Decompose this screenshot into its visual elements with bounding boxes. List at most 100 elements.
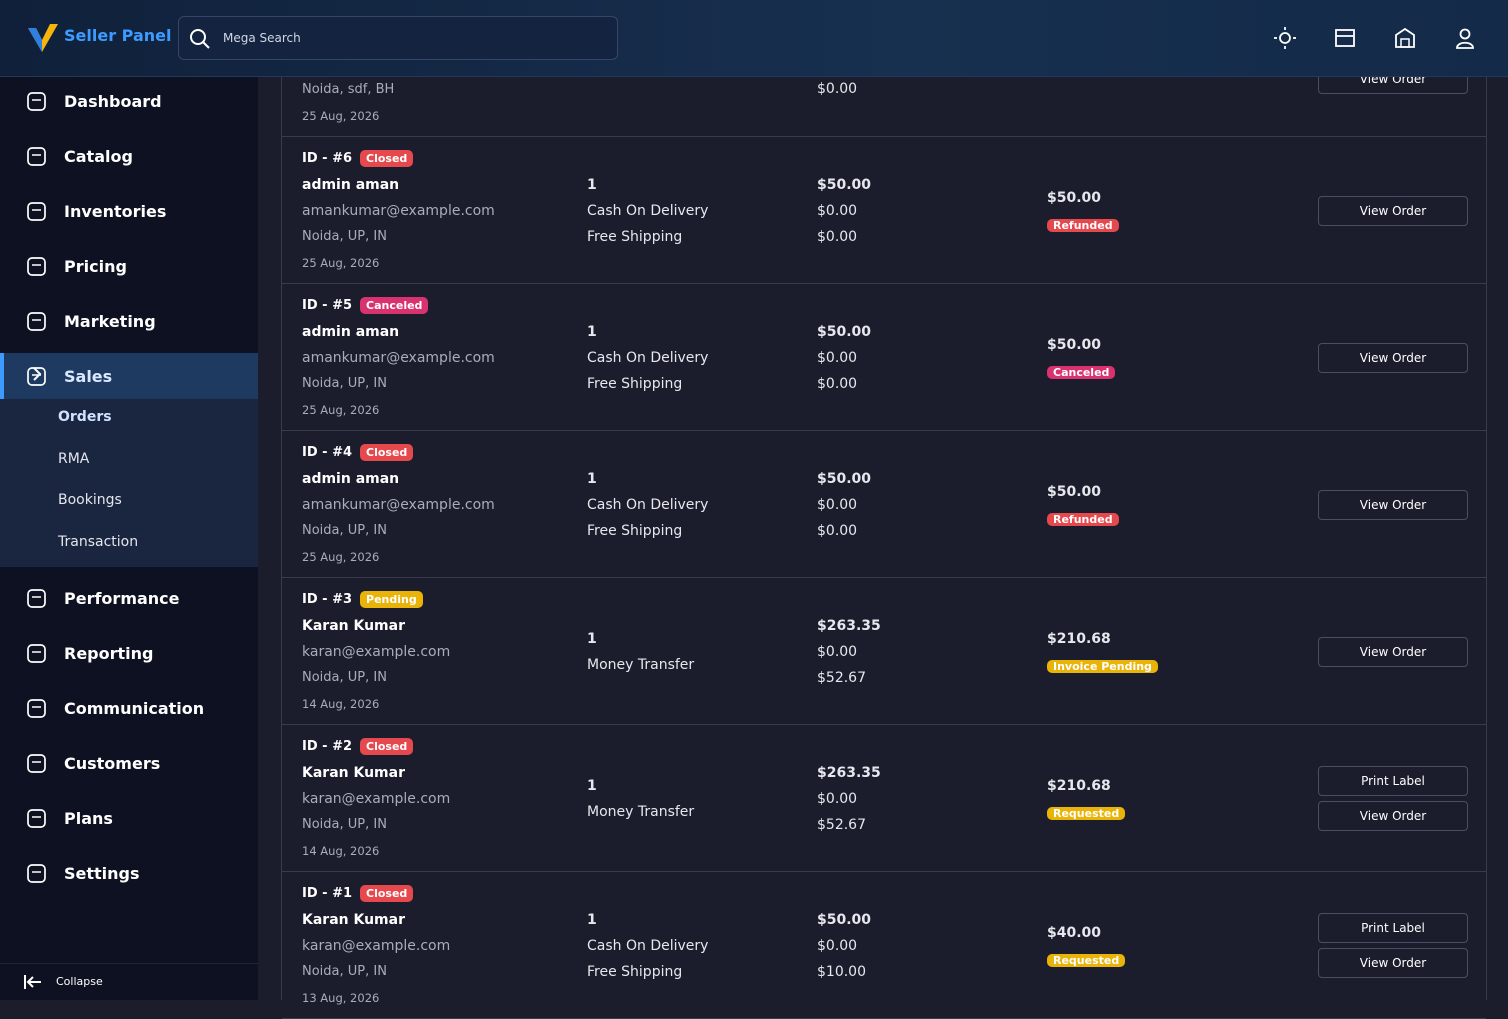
totals: $210.68 Requested <box>1047 725 1297 872</box>
amount: $50.00 <box>817 176 872 193</box>
submenu-item[interactable]: RMA <box>58 450 90 467</box>
amount: $0.00 <box>817 375 858 392</box>
status-badge: Closed <box>360 444 414 461</box>
action-button[interactable]: View Order <box>1318 948 1468 978</box>
nav-icon <box>27 699 46 718</box>
nav-item[interactable]: Customers <box>0 740 258 786</box>
order-row: ID - #4 Closed admin aman amankumar@example… <box>282 431 1486 578</box>
amount: $0.00 <box>817 202 858 219</box>
nav-item[interactable]: Inventories <box>0 188 258 234</box>
action-button[interactable]: View Order <box>1318 342 1468 373</box>
customer-name: admin aman <box>302 176 400 193</box>
status-badge: Pending <box>360 591 423 608</box>
customer-location: Noida, sdf, BH <box>302 82 395 97</box>
payment-status-badge: Requested <box>1047 953 1126 967</box>
amount: $10.00 <box>817 963 866 980</box>
nav-label: Pricing <box>64 256 127 276</box>
theme-toggle[interactable] <box>1274 27 1296 49</box>
action-button[interactable]: View Order <box>1318 489 1468 520</box>
nav-item[interactable]: Settings <box>0 850 258 896</box>
top-bar: Seller Panel Mega Search <box>0 0 1508 77</box>
amount: $0.00 <box>817 496 858 513</box>
payment-status-badge: Requested <box>1047 806 1126 820</box>
order-date: 25 Aug, 2026 <box>302 109 380 123</box>
action-button[interactable]: View Order <box>1318 195 1468 226</box>
nav-item[interactable]: Plans <box>0 795 258 841</box>
order-date: 25 Aug, 2026 <box>302 255 380 270</box>
status-badge: Closed <box>360 738 414 755</box>
nav-item[interactable]: Performance <box>0 575 258 621</box>
warehouse-icon[interactable] <box>1394 27 1416 49</box>
actions: Print Label View Order <box>1317 725 1469 872</box>
total: $210.68 <box>1047 777 1111 794</box>
collapse-button[interactable]: Collapse <box>0 963 258 1000</box>
customer-location: Noida, UP, IN <box>302 816 387 832</box>
customer-email: karan@example.com <box>302 790 451 807</box>
nav-label: Marketing <box>64 311 156 331</box>
action-button[interactable]: View Order <box>1318 636 1468 667</box>
order-id: ID - #1 <box>302 885 353 901</box>
nav-item[interactable]: Sales <box>0 353 258 399</box>
submenu-item[interactable]: Orders <box>58 409 112 425</box>
shipping-method: Free Shipping <box>587 522 683 539</box>
customer-name: Karan Kumar <box>302 764 405 781</box>
payment-status-wrap: Refunded <box>1047 505 1297 531</box>
action-button[interactable]: Print Label <box>1318 766 1468 796</box>
quantity: 1 <box>587 470 597 487</box>
chevron <box>33 367 42 381</box>
collapse-icon <box>24 975 41 989</box>
status-badge: Canceled <box>360 297 429 314</box>
order-row: ID - #3 Pending Karan Kumar karan@example.c… <box>282 578 1486 725</box>
store-icon[interactable] <box>1334 27 1356 49</box>
order-id-line: ID - #4 Closed <box>302 440 582 466</box>
quantity: 1 <box>587 176 597 193</box>
quantity: 1 <box>587 911 597 928</box>
amount: $0.00 <box>817 643 858 660</box>
brand: Seller Panel <box>64 26 172 45</box>
action-button[interactable]: Print Label <box>1318 913 1468 943</box>
logo <box>28 24 58 52</box>
order-details: 1 Cash On Delivery Free Shipping <box>587 137 807 284</box>
order-date: 13 Aug, 2026 <box>302 990 380 1005</box>
order-details: 1 Cash On Delivery Free Shipping <box>587 872 807 1019</box>
nav-label: Communication <box>64 698 205 718</box>
total: $50.00 <box>1047 336 1102 353</box>
nav-item[interactable]: Catalog <box>0 133 258 179</box>
customer-name: Karan Kumar <box>302 617 405 634</box>
order-date: 25 Aug, 2026 <box>302 402 380 417</box>
submenu-item[interactable]: Bookings <box>58 492 122 509</box>
amount: $263.35 <box>817 617 881 634</box>
action-button[interactable]: View Order <box>1318 801 1468 831</box>
customer-name: Karan Kumar <box>302 911 405 928</box>
order-id-line: ID - #5 Canceled <box>302 293 582 319</box>
nav-item[interactable]: Marketing <box>0 298 258 344</box>
submenu-item[interactable]: Transaction <box>58 534 139 551</box>
amount: $0.00 <box>817 349 858 366</box>
nav-item[interactable]: Communication <box>0 685 258 731</box>
nav-label: Customers <box>64 753 161 773</box>
payment-status-badge: Invoice Pending <box>1047 659 1158 673</box>
nav-label: Plans <box>64 808 113 828</box>
amounts: $50.00 $0.00 $10.00 <box>817 872 1037 1019</box>
order-id: ID - #2 <box>302 738 353 754</box>
nav-item[interactable]: Pricing <box>0 243 258 289</box>
order-id-line: ID - #2 Closed <box>302 734 582 760</box>
order-info: Noida, sdf, BH 25 Aug, 2026 <box>302 0 582 137</box>
total: $50.00 <box>1047 483 1102 500</box>
customer-location: Noida, UP, IN <box>302 375 387 391</box>
quantity: 1 <box>587 777 597 794</box>
order-id-line: ID - #6 Closed <box>302 146 582 172</box>
account-icon[interactable] <box>1454 27 1476 49</box>
order-row: ID - #6 Closed admin aman amankumar@example… <box>282 137 1486 284</box>
nav-icon <box>27 809 46 828</box>
status-badge: Closed <box>360 885 414 902</box>
nav-label: Performance <box>64 588 180 608</box>
customer-name: admin aman <box>302 323 400 340</box>
amounts: $263.35 $0.00 $52.67 <box>817 725 1037 872</box>
payment-method: Cash On Delivery <box>587 202 709 219</box>
order-info: ID - #2 Closed Karan Kumar karan@example.co… <box>302 725 582 872</box>
nav-icon <box>27 864 46 883</box>
search-box[interactable]: Mega Search <box>178 16 618 60</box>
nav-item[interactable]: Dashboard <box>0 78 258 124</box>
nav-item[interactable]: Reporting <box>0 630 258 676</box>
